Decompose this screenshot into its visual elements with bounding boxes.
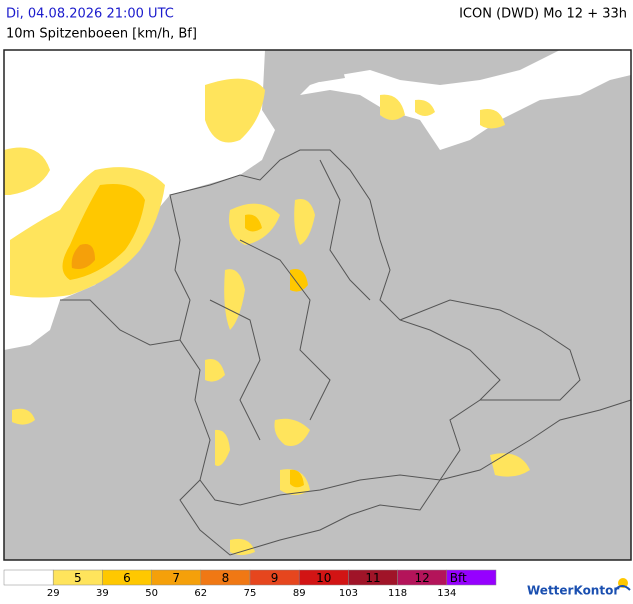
legend-class-label: 6	[123, 571, 131, 585]
map	[3, 49, 632, 561]
legend-threshold: 39	[96, 588, 109, 599]
legend-class-label: 8	[222, 571, 230, 585]
legend-threshold: 75	[244, 588, 257, 599]
legend-threshold: 103	[339, 588, 358, 599]
legend-threshold: 62	[194, 588, 207, 599]
date: Di, 04.08.2026 21:00 UTC	[6, 7, 174, 22]
legend-class-label: 11	[365, 571, 380, 585]
model-run: ICON (DWD) Mo 12 + 33h	[459, 7, 627, 22]
legend-threshold: 29	[47, 588, 60, 599]
legend-class-label: Bft	[450, 571, 467, 585]
legend-class-label: 12	[415, 571, 430, 585]
legend-class-label: 5	[74, 571, 82, 585]
legend-threshold: 89	[293, 588, 306, 599]
subtitle: 10m Spitzenboeen [km/h, Bf]	[6, 27, 197, 42]
legend-class-label: 7	[172, 571, 180, 585]
legend-swatch	[3, 569, 54, 586]
legend-threshold: 134	[437, 588, 456, 599]
legend-class-label: 10	[316, 571, 331, 585]
logo-text: WetterKontor	[527, 584, 619, 598]
logo: WetterKontor	[527, 578, 631, 598]
legend-swatch	[446, 569, 497, 586]
legend-class-label: 9	[271, 571, 279, 585]
legend-threshold: 50	[145, 588, 158, 599]
legend-threshold: 118	[388, 588, 407, 599]
